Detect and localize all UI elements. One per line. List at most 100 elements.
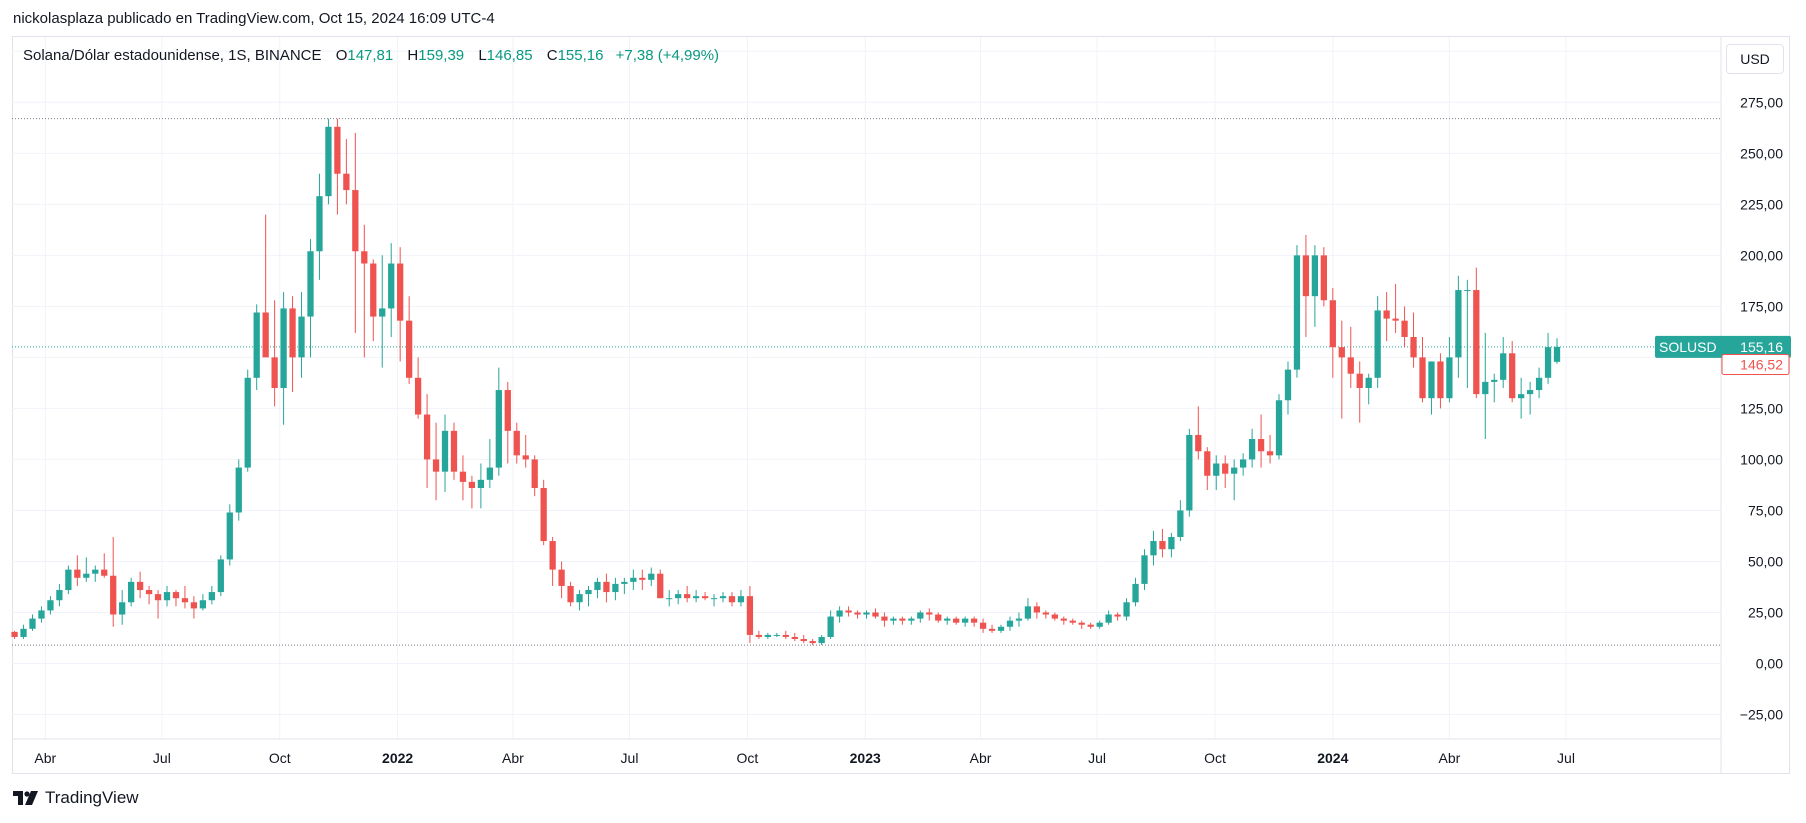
candle[interactable] [558,561,565,599]
candle[interactable] [845,606,852,617]
candle[interactable] [110,536,117,627]
candle[interactable] [1302,234,1310,337]
candle[interactable] [38,606,45,623]
candle[interactable] [441,414,449,493]
candle[interactable] [56,583,63,607]
candle[interactable] [612,577,619,601]
candle[interactable] [746,585,754,644]
candle[interactable] [1293,245,1301,378]
candle[interactable] [522,434,529,468]
candle[interactable] [379,255,386,368]
candle[interactable] [1383,292,1390,342]
candle[interactable] [253,304,260,391]
candle[interactable] [1356,361,1363,423]
candle[interactable] [1231,459,1238,501]
candle[interactable] [1284,361,1292,415]
candle[interactable] [1509,341,1516,403]
candle[interactable] [1437,353,1444,409]
candle[interactable] [101,553,108,578]
candle[interactable] [1518,377,1525,419]
candle[interactable] [423,394,431,488]
candle[interactable] [414,357,422,419]
candle[interactable] [181,585,189,609]
candle[interactable] [576,590,583,611]
candle[interactable] [899,616,906,625]
candle[interactable] [1186,428,1193,517]
candle[interactable] [809,639,816,646]
candle[interactable] [1177,500,1184,542]
candle[interactable] [217,555,224,597]
candle[interactable] [827,610,834,640]
candle[interactable] [1060,616,1067,625]
candle[interactable] [728,592,736,607]
candle[interactable] [872,608,879,619]
candle[interactable] [20,624,27,640]
candle[interactable] [432,422,440,501]
candle[interactable] [406,296,413,384]
candle[interactable] [262,214,269,358]
candle[interactable] [979,618,987,633]
candle[interactable] [684,585,691,603]
candle[interactable] [1195,406,1202,460]
candle[interactable] [1168,532,1175,558]
candle[interactable] [1141,549,1148,591]
candle[interactable] [1051,612,1058,621]
candle[interactable] [244,369,251,472]
candle[interactable] [710,594,718,607]
candle[interactable] [1500,336,1507,388]
candle[interactable] [540,479,547,546]
candle[interactable] [531,455,538,497]
candle[interactable] [235,459,242,521]
candle[interactable] [459,455,467,501]
candle[interactable] [1275,394,1283,460]
candle[interactable] [83,557,90,582]
candle[interactable] [119,590,126,625]
candle[interactable] [1392,283,1399,333]
candle[interactable] [1553,338,1561,364]
candle[interactable] [1329,288,1336,378]
candle[interactable] [1132,577,1139,607]
candle[interactable] [1419,336,1426,403]
candle[interactable] [926,608,933,621]
candle[interactable] [1096,620,1103,629]
candle[interactable] [648,567,655,586]
candle[interactable] [737,590,745,607]
candle[interactable] [334,118,341,215]
candle[interactable] [163,585,171,607]
candle[interactable] [128,577,135,607]
candle[interactable] [549,536,556,586]
candle[interactable] [1159,528,1166,558]
candle[interactable] [863,610,870,619]
candle[interactable] [1042,610,1049,619]
candle[interactable] [890,616,897,625]
candle[interactable] [271,300,278,407]
candle[interactable] [1455,275,1462,378]
candle[interactable] [325,118,332,205]
candle[interactable] [361,224,368,358]
candle[interactable] [29,614,36,631]
candle[interactable] [935,612,942,623]
candle[interactable] [145,585,153,605]
candle[interactable] [136,571,144,599]
candle[interactable] [208,585,215,605]
candle[interactable] [1222,455,1229,488]
candle[interactable] [450,422,458,480]
candle[interactable] [1257,414,1265,468]
candle[interactable] [773,632,780,637]
candle[interactable] [782,630,789,640]
candle[interactable] [675,590,682,605]
candle[interactable] [1266,434,1274,464]
candle[interactable] [630,569,637,591]
candle[interactable] [468,475,476,509]
candle[interactable] [1410,312,1417,368]
candle[interactable] [657,569,664,599]
candle[interactable] [944,616,951,625]
candle[interactable] [1078,620,1085,629]
candle[interactable] [755,630,763,640]
candle[interactable] [397,247,404,362]
candle[interactable] [1015,612,1023,627]
candle[interactable] [513,422,520,464]
candle[interactable] [1105,610,1112,625]
candle[interactable] [692,590,700,603]
